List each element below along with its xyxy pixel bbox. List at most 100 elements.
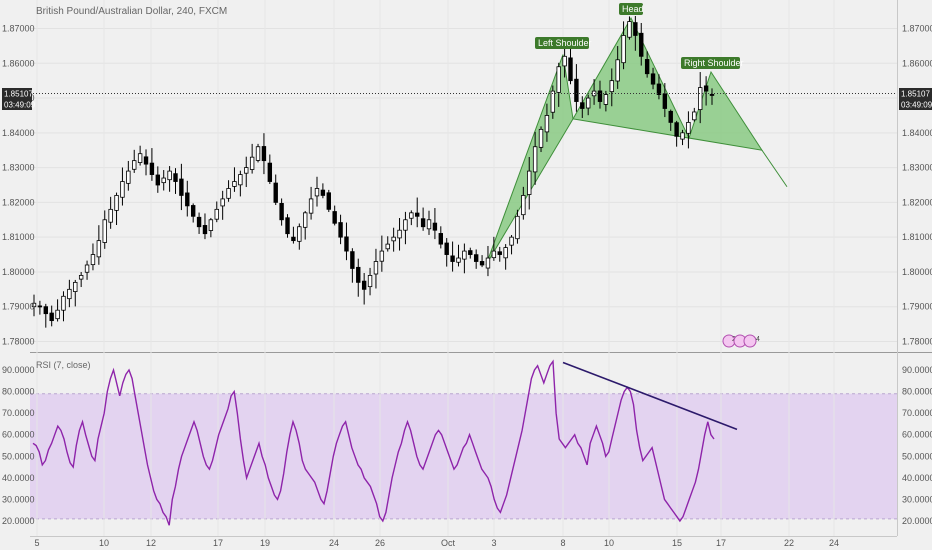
candle-body[interactable]	[639, 32, 644, 57]
candle-body[interactable]	[621, 35, 626, 64]
candle-body[interactable]	[562, 55, 567, 67]
candle-body[interactable]	[550, 90, 556, 113]
candle-body[interactable]	[420, 218, 426, 228]
candle-body[interactable]	[603, 94, 609, 105]
candle-body[interactable]	[84, 264, 90, 273]
target-projection-line[interactable]	[761, 149, 788, 188]
candle-body[interactable]	[308, 198, 314, 214]
candle-body[interactable]	[297, 226, 302, 242]
candle-body[interactable]	[244, 167, 249, 174]
candle-body[interactable]	[574, 78, 579, 102]
candle-body[interactable]	[249, 156, 255, 170]
candle-body[interactable]	[143, 156, 149, 165]
candle-body[interactable]	[179, 178, 184, 196]
candle-body[interactable]	[485, 257, 491, 269]
candle-body[interactable]	[385, 243, 390, 250]
candle-body[interactable]	[538, 128, 544, 148]
candle-body[interactable]	[450, 255, 455, 262]
candle-body[interactable]	[668, 110, 673, 123]
candle-body[interactable]	[285, 217, 290, 235]
candle-body[interactable]	[568, 57, 573, 82]
head-triangle[interactable]	[572, 16, 690, 139]
candle-body[interactable]	[167, 170, 172, 181]
candle-body[interactable]	[132, 160, 137, 170]
candle-body[interactable]	[644, 59, 650, 75]
candle-body[interactable]	[580, 102, 585, 109]
candle-body[interactable]	[220, 198, 225, 207]
candle-body[interactable]	[515, 215, 520, 240]
candle-body[interactable]	[67, 288, 72, 300]
candle-body[interactable]	[674, 122, 679, 137]
candle-body[interactable]	[73, 281, 78, 292]
candle-body[interactable]	[149, 162, 155, 175]
candle-body[interactable]	[261, 146, 267, 162]
candle-body[interactable]	[102, 219, 107, 243]
candle-body[interactable]	[255, 146, 261, 161]
candle-body[interactable]	[615, 59, 620, 82]
candle-body[interactable]	[680, 132, 685, 140]
candle-body[interactable]	[497, 251, 502, 255]
candle-body[interactable]	[31, 302, 37, 308]
candle-body[interactable]	[409, 212, 414, 219]
candle-body[interactable]	[190, 205, 196, 217]
candle-body[interactable]	[373, 261, 379, 275]
candle-body[interactable]	[609, 80, 614, 93]
candle-body[interactable]	[320, 189, 326, 196]
candle-body[interactable]	[267, 162, 273, 182]
candle-body[interactable]	[273, 182, 278, 203]
candle-body[interactable]	[120, 181, 125, 198]
candle-body[interactable]	[532, 146, 538, 173]
candle-body[interactable]	[61, 295, 66, 311]
candle-body[interactable]	[350, 251, 355, 269]
candle-body[interactable]	[703, 85, 709, 92]
candle-body[interactable]	[527, 170, 532, 195]
candle-body[interactable]	[90, 254, 96, 266]
candle-body[interactable]	[479, 261, 485, 266]
candle-body[interactable]	[650, 73, 656, 85]
price-pane[interactable]	[30, 0, 897, 352]
candle-body[interactable]	[55, 309, 60, 320]
candle-body[interactable]	[344, 236, 349, 252]
candle-body[interactable]	[709, 94, 715, 96]
candle-body[interactable]	[503, 247, 508, 259]
candle-body[interactable]	[314, 188, 320, 197]
candle-body[interactable]	[108, 208, 113, 223]
candle-body[interactable]	[338, 222, 343, 238]
candle-body[interactable]	[208, 219, 214, 231]
candle-body[interactable]	[238, 174, 243, 186]
candle-body[interactable]	[633, 22, 638, 36]
rsi-axis[interactable]: 90.0000 90.0000 80.0000 80.0000 70.0000 70.00…	[2, 365, 932, 526]
candle-body[interactable]	[698, 87, 703, 110]
event-badge-icon[interactable]	[743, 334, 757, 348]
candle-body[interactable]	[462, 250, 467, 260]
candle-body[interactable]	[468, 250, 473, 255]
candle-body[interactable]	[279, 202, 284, 221]
candle-body[interactable]	[656, 83, 662, 95]
candle-body[interactable]	[196, 216, 202, 228]
candle-body[interactable]	[509, 236, 514, 246]
candle-body[interactable]	[426, 219, 432, 230]
candle-body[interactable]	[397, 229, 402, 239]
candle-body[interactable]	[214, 208, 219, 220]
candle-body[interactable]	[291, 236, 296, 242]
event-badges[interactable]: 25 3 4	[722, 334, 760, 348]
candle-body[interactable]	[302, 212, 308, 228]
rsi-line[interactable]	[32, 359, 715, 526]
candle-body[interactable]	[326, 192, 331, 210]
candle-body[interactable]	[37, 305, 43, 308]
candle-body[interactable]	[232, 181, 237, 187]
rsi-series[interactable]	[32, 359, 715, 526]
candle-body[interactable]	[173, 173, 178, 182]
candle-body[interactable]	[126, 170, 131, 184]
candle-body[interactable]	[415, 212, 420, 217]
time-axis[interactable]: 5 10 12 17 19 24 26 Oct 3 8 10 15 17 22 24	[34, 538, 839, 548]
candle-body[interactable]	[585, 97, 591, 109]
candle-body[interactable]	[43, 306, 48, 315]
candle-body[interactable]	[332, 211, 337, 224]
candle-body[interactable]	[226, 188, 231, 199]
candle-body[interactable]	[491, 250, 497, 259]
candle-body[interactable]	[662, 93, 668, 109]
candle-body[interactable]	[114, 195, 119, 211]
rsi-trendline[interactable]	[562, 361, 738, 431]
